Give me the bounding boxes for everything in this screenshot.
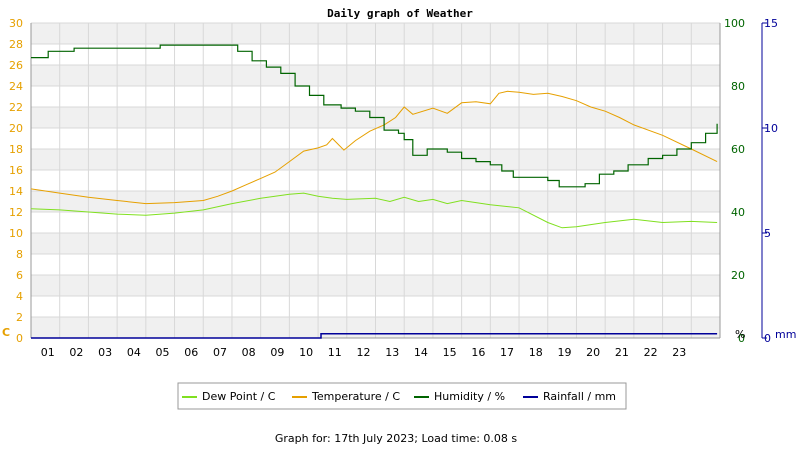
x-tick-label: 16: [471, 346, 485, 359]
left-tick-label: 6: [16, 269, 23, 282]
x-tick-label: 06: [184, 346, 198, 359]
x-tick-label: 17: [500, 346, 514, 359]
humidity-tick-label: 40: [731, 206, 745, 219]
left-tick-label: 0: [16, 332, 23, 345]
x-tick-label: 13: [385, 346, 399, 359]
left-axis-unit: C: [2, 326, 10, 339]
left-tick-label: 28: [9, 38, 23, 51]
rainfall-tick-label: 15: [764, 17, 778, 30]
x-tick-label: 12: [357, 346, 371, 359]
footer-text: Graph for: 17th July 2023; Load time: 0.…: [275, 432, 518, 445]
rainfall-tick-label: 0: [764, 332, 771, 345]
x-tick-label: 20: [586, 346, 600, 359]
x-tick-label: 10: [299, 346, 313, 359]
left-tick-label: 8: [16, 248, 23, 261]
x-tick-label: 18: [529, 346, 543, 359]
x-tick-label: 21: [615, 346, 629, 359]
legend-label: Rainfall / mm: [543, 390, 616, 403]
series-line-dew-point: [30, 192, 718, 229]
x-tick-label: 14: [414, 346, 428, 359]
series-line-humidity: [31, 44, 718, 188]
humidity-tick-label: 100: [724, 17, 745, 30]
x-tick-label: 11: [328, 346, 342, 359]
legend-label: Humidity / %: [434, 390, 505, 403]
rainfall-axis-unit: mm: [775, 328, 796, 341]
rainfall-tick-label: 5: [764, 227, 771, 240]
series-lines: [30, 44, 718, 339]
left-tick-label: 12: [9, 206, 23, 219]
chart-title: Daily graph of Weather: [327, 7, 473, 20]
series-line-temperature: [30, 90, 718, 205]
x-tick-label: 04: [127, 346, 141, 359]
x-tick-label: 05: [156, 346, 170, 359]
humidity-tick-label: 0: [738, 332, 745, 345]
x-tick-label: 15: [443, 346, 457, 359]
left-tick-label: 22: [9, 101, 23, 114]
legend: Dew Point / C Temperature / C Humidity / %…: [177, 382, 627, 410]
left-tick-label: 24: [9, 80, 23, 93]
legend-label: Dew Point / C: [202, 390, 276, 403]
left-tick-label: 30: [9, 17, 23, 30]
x-tick-label: 22: [644, 346, 658, 359]
axes: 01 02 03 04 05 06 07 08 09 10 11 12 13 14 15 16 17 18 19 20…: [2, 17, 796, 359]
x-tick-label: 23: [672, 346, 686, 359]
legend-box: [177, 382, 627, 410]
humidity-tick-label: 80: [731, 80, 745, 93]
x-tick-label: 19: [557, 346, 571, 359]
humidity-axis-unit: %: [735, 328, 745, 341]
humidity-tick-label: 60: [731, 143, 745, 156]
x-tick-label: 08: [242, 346, 256, 359]
x-tick-label: 09: [270, 346, 284, 359]
left-tick-label: 26: [9, 59, 23, 72]
left-tick-label: 18: [9, 143, 23, 156]
left-tick-label: 4: [16, 290, 23, 303]
x-tick-label: 03: [98, 346, 112, 359]
left-tick-label: 10: [9, 227, 23, 240]
x-tick-label: 01: [41, 346, 55, 359]
series-line-rainfall: [31, 333, 718, 339]
left-tick-label: 14: [9, 185, 23, 198]
left-tick-label: 2: [16, 311, 23, 324]
left-tick-label: 16: [9, 164, 23, 177]
rainfall-tick-label: 10: [764, 122, 778, 135]
left-tick-label: 20: [9, 122, 23, 135]
x-tick-label: 07: [213, 346, 227, 359]
x-tick-label: 02: [69, 346, 83, 359]
legend-label: Temperature / C: [311, 390, 400, 403]
humidity-tick-label: 20: [731, 269, 745, 282]
